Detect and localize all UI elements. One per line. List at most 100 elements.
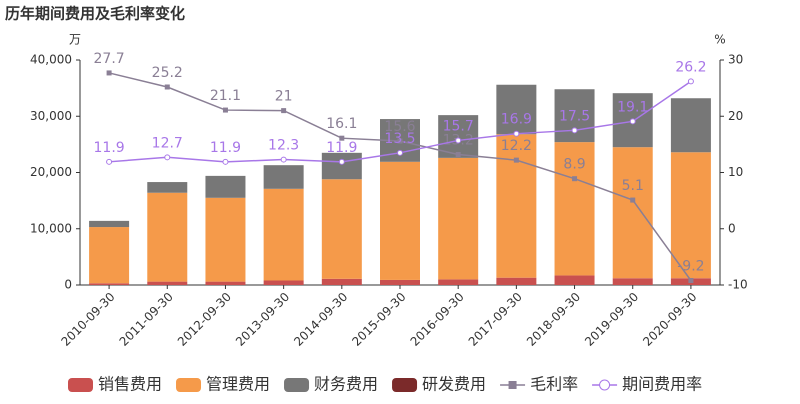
- value-label: 19.1: [617, 99, 648, 115]
- value-label: -9.2: [677, 259, 704, 275]
- bar: [380, 161, 420, 280]
- x-tick-label: 2016-09-30: [408, 290, 467, 349]
- legend-swatch: [392, 378, 418, 392]
- marker: [222, 158, 229, 165]
- marker: [572, 176, 578, 182]
- bar: [205, 197, 246, 282]
- x-tick-label: 2019-09-30: [582, 290, 641, 349]
- marker: [688, 278, 694, 283]
- marker: [513, 130, 520, 137]
- bar: [496, 84, 537, 135]
- y-tick-label: 40,000: [30, 53, 72, 67]
- marker: [222, 107, 228, 113]
- value-label: 26.2: [675, 59, 706, 75]
- value-label: 15.7: [443, 118, 474, 134]
- x-tick-label: 2015-09-30: [349, 290, 408, 349]
- y2-tick-label: 20: [728, 109, 743, 123]
- x-tick-label: 2018-09-30: [524, 290, 583, 349]
- marker: [455, 137, 462, 144]
- legend-marker: [508, 381, 517, 389]
- y2-tick-label: 30: [728, 53, 743, 67]
- bar: [321, 152, 362, 180]
- y-tick-label: 0: [64, 278, 72, 292]
- value-label: 12.3: [268, 138, 299, 154]
- value-label: 21.1: [210, 88, 241, 104]
- legend-label: 毛利率: [530, 375, 578, 394]
- bar: [438, 157, 479, 280]
- bar: [496, 134, 537, 278]
- value-label: 8.9: [563, 157, 585, 173]
- marker: [513, 157, 519, 163]
- x-tick-label: 2011-09-30: [117, 290, 176, 349]
- bar: [89, 227, 130, 284]
- value-label: 5.1: [622, 178, 644, 194]
- value-label: 11.9: [210, 140, 241, 156]
- y2-tick-label: -10: [728, 278, 748, 292]
- y-tick-label: 30,000: [30, 109, 72, 123]
- value-label: 13.5: [384, 131, 415, 147]
- marker: [106, 158, 113, 165]
- legend-swatch: [284, 378, 310, 392]
- bar: [612, 147, 653, 279]
- bar: [147, 281, 188, 285]
- bar: [554, 275, 595, 285]
- y-unit: 万: [69, 33, 81, 47]
- marker: [629, 118, 636, 125]
- marker: [280, 156, 287, 163]
- x-tick-label: 2012-09-30: [175, 290, 234, 349]
- bar: [147, 192, 188, 282]
- legend-label: 销售费用: [98, 375, 162, 394]
- value-label: 11.9: [94, 140, 125, 156]
- bar: [670, 152, 711, 279]
- bar: [321, 179, 362, 279]
- y2-tick-label: 0: [728, 221, 736, 235]
- value-label: 27.7: [94, 51, 125, 67]
- legend-label: 研发费用: [422, 375, 486, 394]
- marker: [397, 138, 403, 144]
- bar: [89, 220, 130, 228]
- legend-label: 管理费用: [206, 375, 270, 394]
- bar: [263, 188, 304, 281]
- y2-unit: %: [714, 33, 725, 47]
- legend-label: 财务费用: [314, 375, 378, 394]
- value-label: 12.7: [152, 135, 183, 151]
- value-label: 21: [275, 89, 293, 105]
- chart-title: 历年期间费用及毛利率变化: [5, 5, 185, 23]
- bar: [670, 98, 711, 153]
- x-tick-label: 2010-09-30: [58, 290, 117, 349]
- marker: [164, 84, 170, 90]
- bar: [321, 278, 362, 285]
- bar: [205, 281, 246, 285]
- y2-tick-label: 10: [728, 165, 743, 179]
- bar: [438, 279, 479, 285]
- marker: [455, 152, 461, 157]
- bar: [89, 283, 130, 285]
- legend-swatch: [68, 378, 93, 392]
- bar: [612, 278, 653, 285]
- value-label: 25.2: [152, 65, 183, 81]
- legend-label: 期间费用率: [622, 375, 702, 394]
- x-tick-label: 2017-09-30: [466, 290, 525, 349]
- marker: [338, 158, 345, 165]
- bar: [263, 280, 304, 285]
- marker: [630, 197, 636, 203]
- bar: [554, 142, 595, 276]
- bar: [205, 175, 246, 198]
- x-tick-label: 2013-09-30: [233, 290, 292, 349]
- bar: [147, 182, 188, 193]
- marker: [397, 149, 403, 156]
- y-tick-label: 10,000: [30, 221, 72, 235]
- value-label: 15.6: [384, 119, 415, 135]
- value-label: 16.1: [326, 116, 357, 132]
- value-label: 17.5: [559, 108, 590, 124]
- bar: [263, 165, 304, 189]
- x-tick-label: 2014-09-30: [291, 290, 350, 349]
- marker: [281, 108, 287, 114]
- x-tick-label: 2020-09-30: [640, 290, 699, 349]
- value-label: 12.2: [501, 138, 532, 154]
- bar: [496, 277, 537, 285]
- marker: [164, 154, 171, 161]
- bar: [380, 279, 420, 285]
- value-label: 11.9: [326, 140, 357, 156]
